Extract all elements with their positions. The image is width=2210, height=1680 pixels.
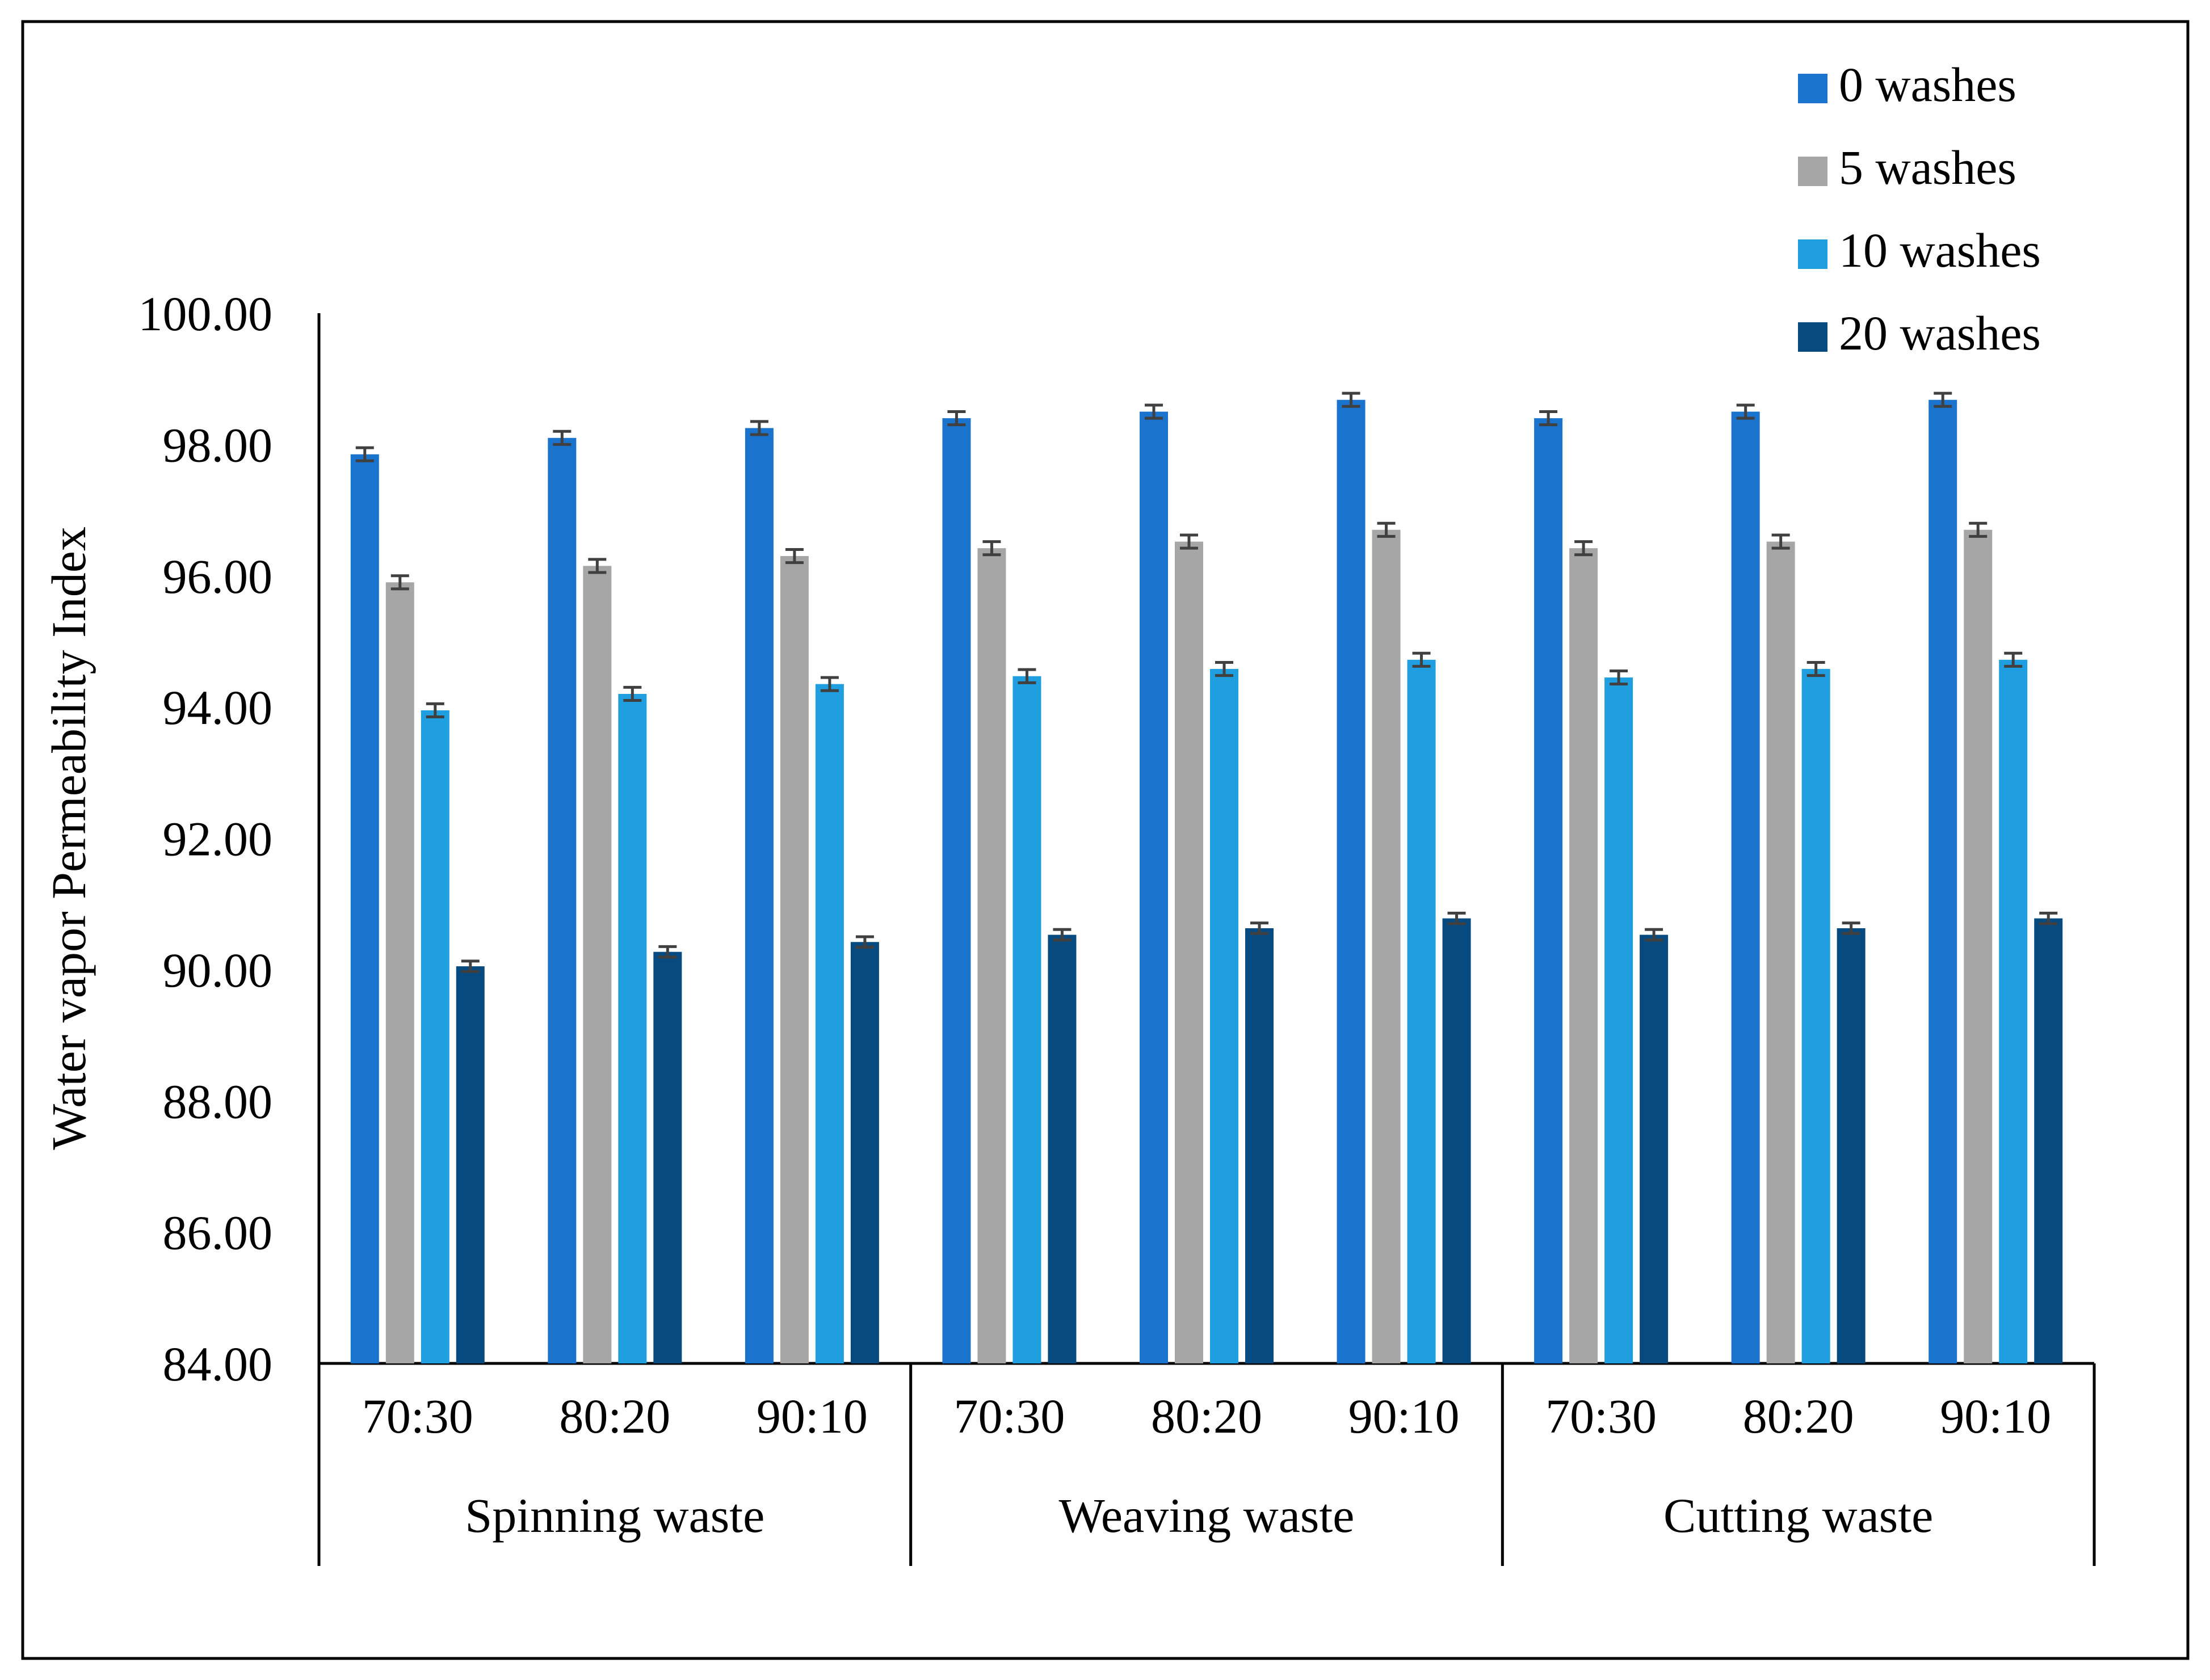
bar-20-washes [1640, 934, 1669, 1363]
bar-0-washes [1140, 411, 1168, 1363]
category-label: 90:10 [1348, 1389, 1460, 1443]
bar-5-washes [1175, 541, 1203, 1363]
bar-20-washes [850, 942, 879, 1363]
group-label: Cutting waste [1663, 1488, 1933, 1543]
legend-label: 0 washes [1839, 57, 2016, 112]
bar-0-washes [942, 418, 971, 1363]
bar-5-washes [1372, 529, 1401, 1363]
y-tick-label: 94.00 [163, 680, 273, 735]
legend-swatch [1798, 74, 1827, 103]
bar-20-washes [1245, 928, 1274, 1363]
y-tick-label: 100.00 [138, 287, 273, 341]
bar-20-washes [653, 951, 682, 1363]
category-label: 90:10 [1940, 1389, 2051, 1443]
bar-5-washes [1766, 541, 1795, 1363]
group-label: Weaving waste [1059, 1488, 1355, 1543]
y-tick-label: 90.00 [163, 943, 273, 997]
bar-5-washes [977, 548, 1006, 1363]
category-label: 90:10 [757, 1389, 868, 1443]
bar-10-washes [1407, 659, 1436, 1363]
bar-10-washes [618, 693, 647, 1363]
legend: 0 washes 5 washes 10 washes 20 washes [1798, 57, 2041, 360]
bar-0-washes [1337, 399, 1366, 1363]
category-label: 80:20 [559, 1389, 670, 1443]
axes [317, 313, 2096, 1566]
y-tick-label: 84.00 [163, 1337, 273, 1391]
bar-10-washes [815, 684, 844, 1363]
legend-swatch [1798, 322, 1827, 352]
bar-20-washes [456, 966, 485, 1363]
bar-0-washes [350, 454, 379, 1363]
category-label: 70:30 [953, 1389, 1065, 1443]
bar-5-washes [583, 566, 612, 1363]
bar-0-washes [1534, 418, 1563, 1363]
y-tick-label: 92.00 [163, 812, 273, 866]
category-label: 80:20 [1743, 1389, 1854, 1443]
bar-0-washes [1731, 411, 1760, 1363]
bar-20-washes [1442, 918, 1471, 1363]
bar-5-washes [385, 582, 414, 1363]
bar-0-washes [548, 437, 577, 1363]
bar-0-washes [745, 428, 774, 1363]
category-label: 70:30 [1545, 1389, 1657, 1443]
y-tick-label: 96.00 [163, 549, 273, 604]
legend-swatch [1798, 239, 1827, 269]
bar-10-washes [1210, 669, 1238, 1363]
bar-20-washes [2034, 918, 2063, 1363]
y-tick-label: 98.00 [163, 418, 273, 472]
bar-5-washes [1569, 548, 1598, 1363]
bar-5-washes [1964, 529, 1993, 1363]
legend-label: 10 washes [1839, 223, 2041, 277]
bar-10-washes [421, 710, 449, 1363]
legend-label: 20 washes [1839, 306, 2041, 360]
legend-swatch [1798, 157, 1827, 186]
bar-0-washes [1929, 399, 1957, 1363]
bar-20-washes [1048, 934, 1077, 1363]
bar-20-washes [1837, 928, 1866, 1363]
y-tick-label: 88.00 [163, 1074, 273, 1129]
bar-5-washes [780, 556, 809, 1364]
bar-10-washes [1012, 676, 1041, 1363]
bars [350, 391, 2063, 1364]
y-axis-title: Water vapor Permeability Index [41, 527, 96, 1150]
bar-10-washes [1604, 677, 1633, 1363]
category-label: 80:20 [1151, 1389, 1262, 1443]
category-label: 70:30 [362, 1389, 473, 1443]
legend-label: 5 washes [1839, 140, 2016, 195]
bar-10-washes [1801, 669, 1830, 1363]
y-tick-label: 86.00 [163, 1206, 273, 1260]
bar-10-washes [1999, 659, 2028, 1363]
axis-labels: 84.00 86.00 88.00 90.00 92.00 94.00 96.00 98.00… [41, 287, 2051, 1543]
group-label: Spinning waste [465, 1488, 764, 1543]
